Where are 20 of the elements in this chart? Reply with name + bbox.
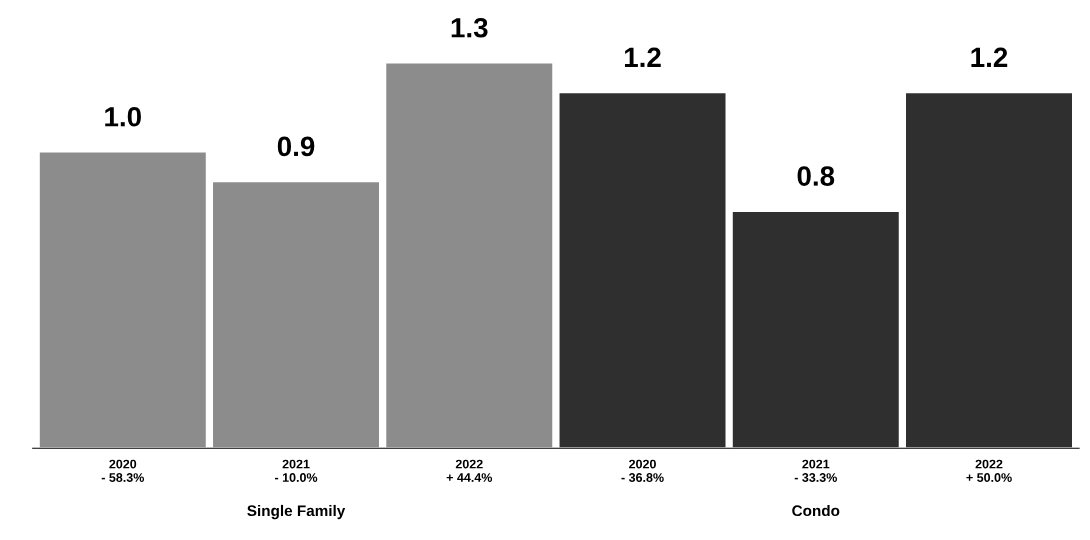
x-tick-label: 2021 - 33.3% <box>794 459 837 482</box>
x-tick-label: 2020 - 58.3% <box>101 459 144 482</box>
x-tick-label: 2021 - 10.0% <box>274 459 318 482</box>
text: Condo <box>792 504 840 517</box>
bar <box>384 61 555 449</box>
bar <box>37 150 208 449</box>
data-label: 1.2 <box>971 47 1008 67</box>
bar <box>903 91 1075 449</box>
data-label: 0.8 <box>797 166 835 186</box>
data-label: 1.3 <box>451 17 488 38</box>
bar <box>210 180 382 449</box>
data-label: 1.2 <box>624 47 661 67</box>
text: Single Family <box>247 504 346 520</box>
x-tick-label: 2020 - 36.8% <box>621 459 664 482</box>
bar <box>557 91 728 449</box>
x-tick-label: 2022 + 44.4% <box>446 459 493 482</box>
data-label: 1.0 <box>105 106 141 127</box>
x-tick-label: 2022 + 50.0% <box>966 459 1012 482</box>
data-label: 0.9 <box>277 136 315 157</box>
bar <box>730 209 901 449</box>
